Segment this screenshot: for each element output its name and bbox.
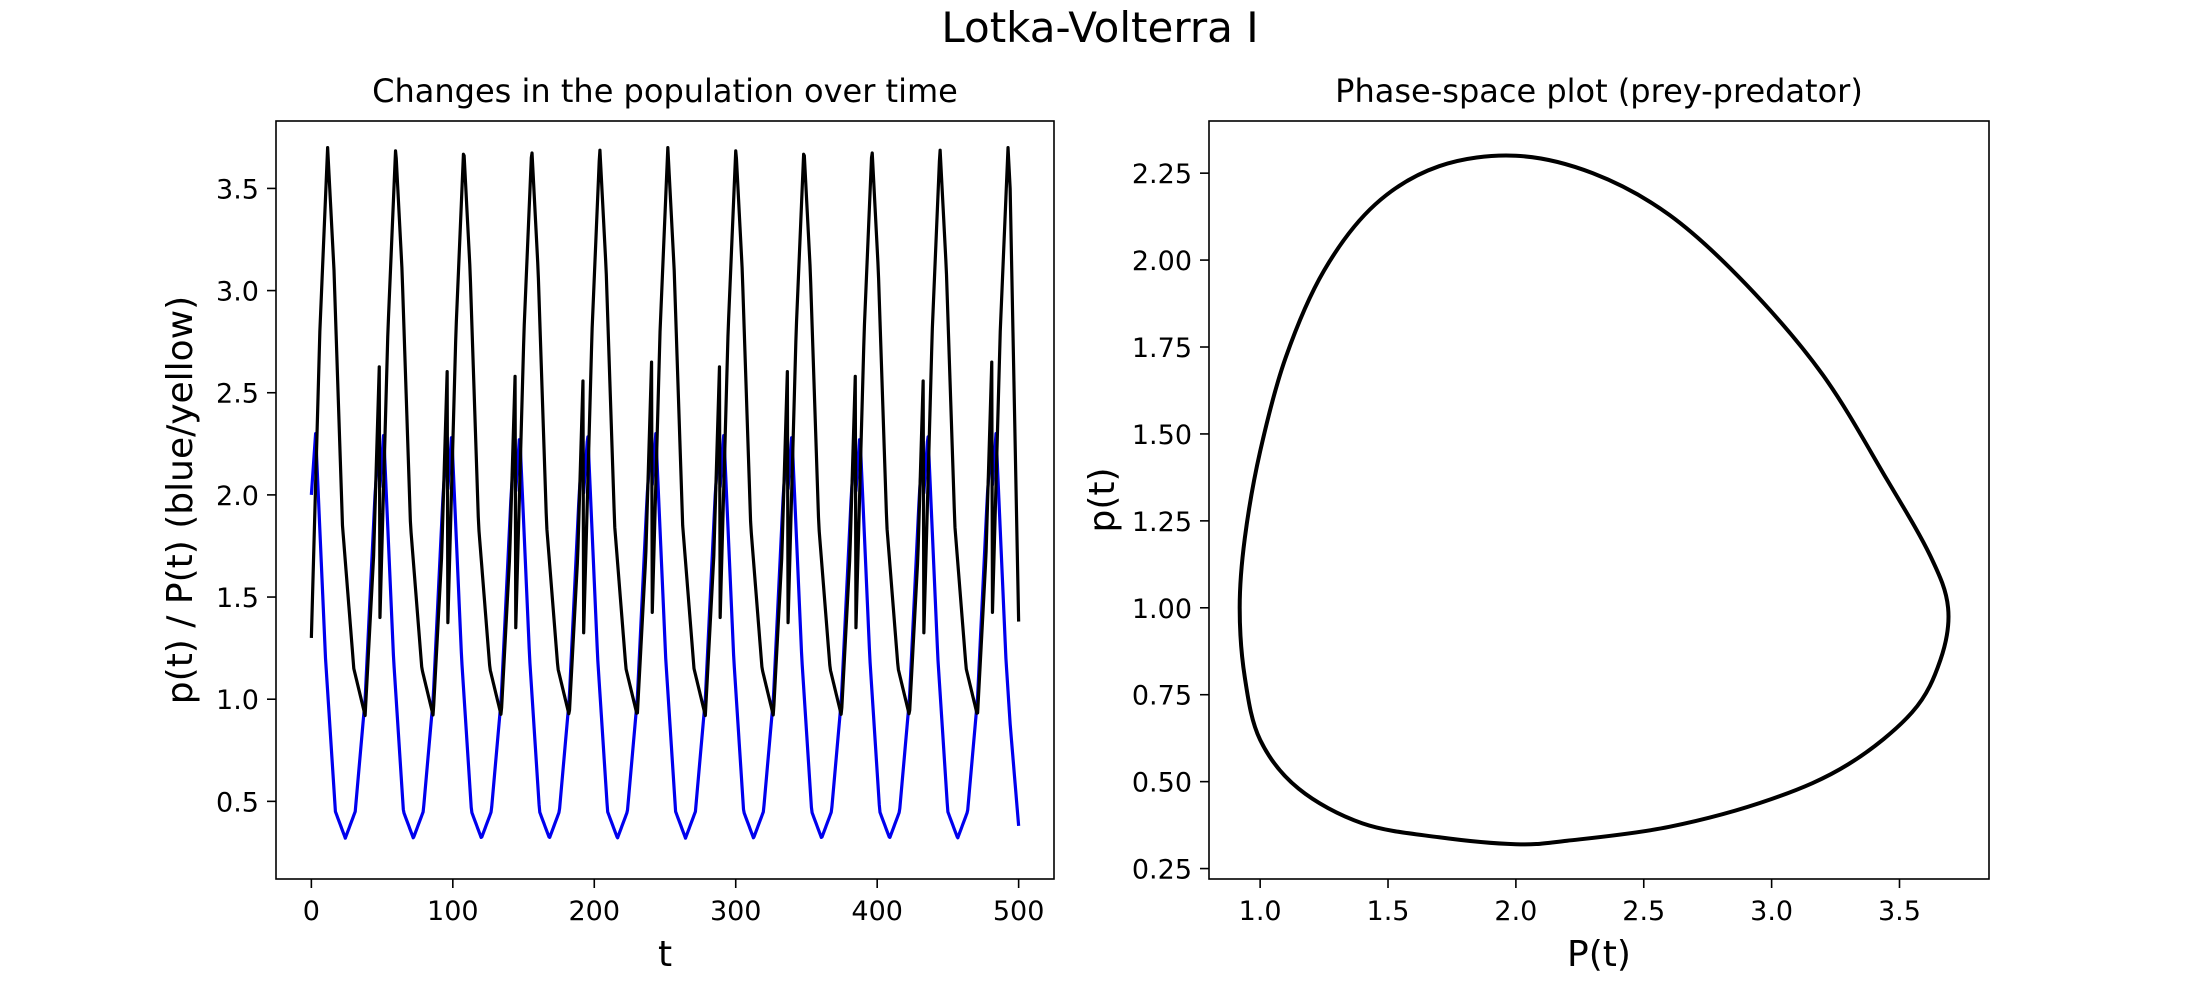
phase-space-ytick-label: 1.00 xyxy=(1132,594,1192,625)
time-series-series-0 xyxy=(309,432,1021,840)
phase-space-series-0 xyxy=(1237,153,1951,847)
time-series-series-1 xyxy=(309,145,1021,718)
phase-space-chart: Phase-space plot (prey-predator) 1.0 1.5 2… xyxy=(1082,72,1990,975)
phase-space-title: Phase-space plot (prey-predator) xyxy=(1335,72,1863,110)
phase-space-xlabel: P(t) xyxy=(1567,934,1631,975)
time-series-xtick-label: 500 xyxy=(993,896,1045,927)
phase-space-ytick-label: 0.50 xyxy=(1132,768,1192,799)
time-series-ytick-label: 3.5 xyxy=(216,174,259,205)
time-series-xtick-label: 200 xyxy=(568,896,620,927)
phase-space-frame xyxy=(1208,120,1990,880)
time-series-ytick-label: 1.0 xyxy=(216,685,259,716)
time-series-chart: Changes in the population over time 0 100… xyxy=(160,72,1055,975)
figure-title: Lotka-Volterra I xyxy=(941,3,1258,52)
time-series-ytick-label: 2.5 xyxy=(216,379,259,410)
time-series-ticks: 0 100 200 300 400 500 0.5 1.0 1.5 2.0 2.5 3.0 3.5 xyxy=(216,174,1044,927)
phase-space-xtick-label: 2.5 xyxy=(1622,896,1665,927)
time-series-lines xyxy=(309,145,1021,840)
time-series-xtick-label: 100 xyxy=(427,896,479,927)
phase-space-ylabel: p(t) xyxy=(1082,467,1123,532)
phase-space-xtick-label: 1.0 xyxy=(1239,896,1282,927)
phase-space-xtick-label: 3.0 xyxy=(1750,896,1793,927)
phase-space-ytick-label: 0.25 xyxy=(1132,855,1192,886)
phase-space-xtick-label: 3.5 xyxy=(1878,896,1921,927)
time-series-xlabel: t xyxy=(658,934,672,975)
phase-space-ticks: 1.0 1.5 2.0 2.5 3.0 3.5 0.25 0.50 0.75 1.00 1.25 1.… xyxy=(1132,159,1921,927)
time-series-ylabel: p(t) / P(t) (blue/yellow) xyxy=(160,296,201,704)
phase-space-ytick-label: 1.50 xyxy=(1132,420,1192,451)
time-series-ytick-label: 1.5 xyxy=(216,583,259,614)
time-series-xtick-label: 0 xyxy=(303,896,320,927)
time-series-frame xyxy=(275,120,1055,880)
phase-space-ytick-label: 2.00 xyxy=(1132,246,1192,277)
phase-space-lines xyxy=(1237,153,1951,847)
phase-space-xtick-label: 2.0 xyxy=(1494,896,1537,927)
phase-space-xtick-label: 1.5 xyxy=(1367,896,1410,927)
phase-space-ytick-label: 1.75 xyxy=(1132,333,1192,364)
time-series-ytick-label: 3.0 xyxy=(216,277,259,308)
time-series-title: Changes in the population over time xyxy=(372,72,958,110)
time-series-ytick-label: 2.0 xyxy=(216,481,259,512)
phase-space-ytick-label: 2.25 xyxy=(1132,159,1192,190)
time-series-xtick-label: 300 xyxy=(710,896,762,927)
time-series-xtick-label: 400 xyxy=(851,896,903,927)
phase-space-ytick-label: 1.25 xyxy=(1132,507,1192,538)
time-series-ytick-label: 0.5 xyxy=(216,787,259,818)
phase-space-ytick-label: 0.75 xyxy=(1132,681,1192,712)
